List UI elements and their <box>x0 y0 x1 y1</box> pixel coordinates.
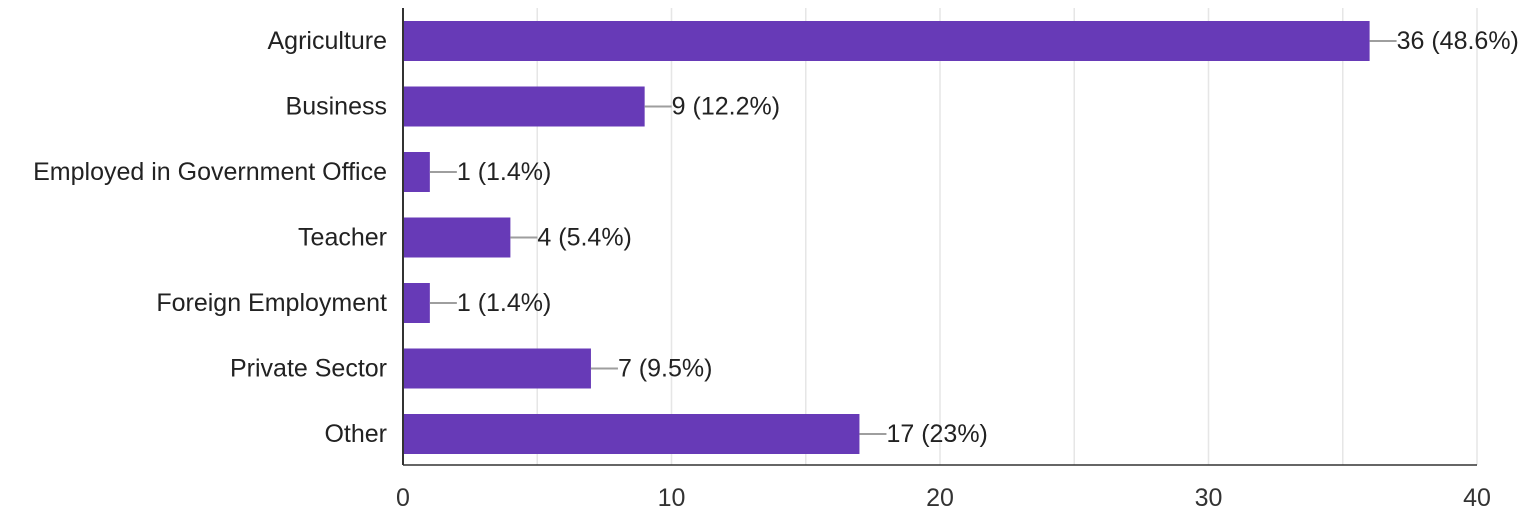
bars <box>403 21 1370 454</box>
category-label: Other <box>324 420 387 448</box>
data-label: 9 (12.2%) <box>672 93 780 121</box>
data-label: 36 (48.6%) <box>1397 27 1519 55</box>
x-tick-label: 40 <box>1463 484 1491 512</box>
data-label: 4 (5.4%) <box>537 224 631 252</box>
category-label: Teacher <box>298 224 387 252</box>
bar[interactable] <box>403 152 430 192</box>
axes: 0 10 20 30 40 <box>396 8 1491 512</box>
category-label: Employed in Government Office <box>33 158 387 186</box>
data-label: 1 (1.4%) <box>457 158 551 186</box>
category-label: Foreign Employment <box>156 289 387 317</box>
x-tick-label: 0 <box>396 484 410 512</box>
x-tick-label: 20 <box>926 484 954 512</box>
category-label: Agriculture <box>268 27 388 55</box>
labels: 36 (48.6%) Agriculture 9 (12.2%) Business 1 … <box>33 27 1519 448</box>
bar[interactable] <box>403 414 860 454</box>
bar[interactable] <box>403 86 645 127</box>
bar[interactable] <box>403 348 591 389</box>
data-label: 1 (1.4%) <box>457 289 551 317</box>
bar[interactable] <box>403 283 430 323</box>
category-label: Business <box>286 93 387 121</box>
category-label: Private Sector <box>230 355 387 383</box>
data-label: 7 (9.5%) <box>618 355 712 383</box>
x-tick-label: 10 <box>658 484 686 512</box>
x-tick-label: 30 <box>1195 484 1223 512</box>
data-label: 17 (23%) <box>886 420 987 448</box>
bar[interactable] <box>403 21 1370 61</box>
bar[interactable] <box>403 217 511 258</box>
gridlines <box>536 8 1478 465</box>
